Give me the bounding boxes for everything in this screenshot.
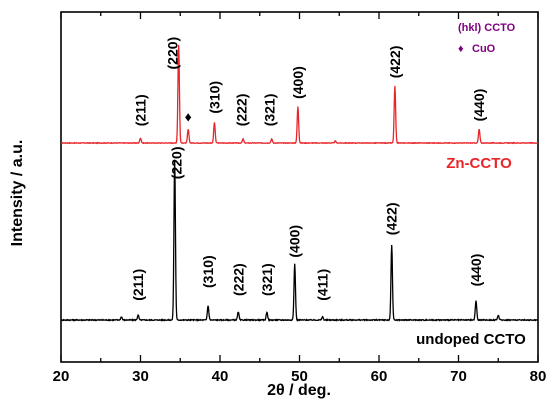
- series-line-1: [60, 159, 539, 322]
- peak-label: (321): [261, 94, 277, 127]
- peak-label: (422): [384, 203, 400, 236]
- series-label: undoped CCTO: [416, 331, 526, 348]
- x-tick-label: 20: [53, 368, 70, 385]
- peak-label: (400): [287, 225, 303, 258]
- peak-label: (310): [206, 81, 222, 114]
- peak-label: (321): [259, 263, 275, 296]
- peak-label: (400): [290, 66, 306, 99]
- peak-label: (211): [130, 269, 146, 301]
- peak-label: (422): [387, 46, 403, 79]
- peak-label: (411): [315, 269, 331, 301]
- peak-label: (220): [164, 37, 180, 70]
- x-tick-label: 30: [132, 368, 149, 385]
- peak-label: (222): [230, 263, 246, 296]
- x-axis-ticks: 20 30 40 50 60 70 80: [53, 12, 547, 385]
- x-axis-title: 2θ / deg.: [267, 382, 331, 399]
- x-tick-label: 40: [212, 368, 229, 385]
- peak-label: (222): [234, 94, 250, 127]
- legend-cuo-symbol: ♦: [458, 43, 464, 55]
- plot-frame: [60, 11, 539, 363]
- x-tick-label: 80: [530, 368, 547, 385]
- legend-hkl-label: (hkl) CCTO: [458, 22, 516, 34]
- y-axis-title: Intensity / a.u.: [9, 140, 26, 247]
- x-tick-label: 60: [371, 368, 388, 385]
- peak-annotations: Zn-CCTO (211) (220) ♦ (310) (222) (321) (400) (4…: [130, 37, 526, 348]
- series-layer: [60, 44, 539, 322]
- peak-label: (440): [471, 89, 487, 122]
- cuo-marker: ♦: [185, 108, 192, 124]
- plot-border: [60, 11, 539, 363]
- legend: (hkl) CCTO ♦ CuO: [458, 22, 516, 55]
- x-tick-label: 70: [450, 368, 467, 385]
- x-tick-label: 50: [291, 368, 308, 385]
- peak-label: (310): [200, 255, 216, 288]
- peak-label: (440): [468, 254, 484, 287]
- series-line-0: [60, 44, 539, 145]
- series-label: Zn-CCTO: [446, 155, 512, 172]
- legend-cuo-label: CuO: [472, 43, 496, 55]
- peak-label: (220): [168, 147, 184, 180]
- peak-label: (211): [133, 94, 149, 126]
